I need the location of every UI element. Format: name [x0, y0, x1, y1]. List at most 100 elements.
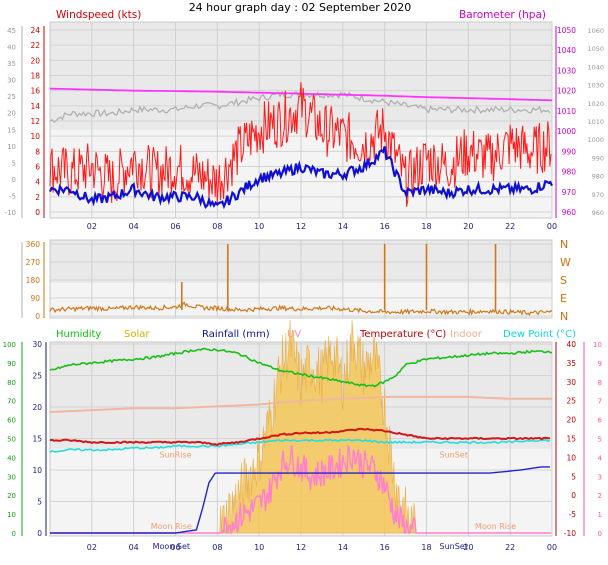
- temp-ytick: 0: [571, 491, 576, 500]
- compass-label: E: [560, 292, 567, 305]
- baro-ytick: 1020: [557, 87, 576, 96]
- wind-panel-xtick: 06: [170, 222, 180, 231]
- legend-item: Rainfall (mm): [202, 329, 270, 340]
- humidity-ytick: 100: [3, 341, 16, 349]
- dir-ytick: 90: [30, 294, 40, 303]
- temp-ytick: 15: [566, 435, 576, 444]
- humidity-ytick: 50: [7, 436, 16, 444]
- wind-ytick: 12: [30, 117, 40, 126]
- wind-outer-ytick: 35: [7, 60, 16, 68]
- wind-panel-xtick: 04: [129, 222, 139, 231]
- compass-label: S: [560, 274, 567, 287]
- humidity-ytick: 40: [7, 454, 16, 462]
- uv-ytick: 10: [593, 341, 602, 349]
- temp-ytick: 25: [566, 397, 576, 406]
- baro-outer-ytick: 1000: [587, 136, 604, 144]
- rain-ytick: 30: [32, 340, 42, 349]
- baro-outer-ytick: 980: [592, 173, 604, 181]
- temp-ytick: -5: [569, 510, 577, 519]
- wind-ytick: 8: [35, 147, 40, 156]
- baro-ytick: 1010: [557, 107, 576, 116]
- wind-ytick: 18: [30, 72, 40, 81]
- uv-ytick: 2: [598, 492, 602, 500]
- wind-ytick: 14: [30, 102, 40, 111]
- humidity-ytick: 90: [7, 360, 16, 368]
- wind-ytick: 16: [30, 87, 40, 96]
- wind-outer-ytick: -10: [5, 209, 16, 217]
- windavg-series-line: [49, 146, 553, 210]
- sun-moon-annotation: SunSet: [440, 542, 468, 551]
- baro-ytick: 990: [562, 147, 577, 156]
- baro-outer-ytick: 990: [592, 154, 604, 162]
- legend-item: Humidity: [56, 329, 101, 340]
- humidity-ytick: 10: [7, 511, 16, 519]
- baro-axis-label: Barometer (hpa): [459, 9, 546, 21]
- temp-panel-xtick: 08: [212, 543, 222, 552]
- temp-panel-xtick: 20: [463, 543, 473, 552]
- wind-ytick: 22: [30, 41, 40, 50]
- wind-panel-xtick: 10: [254, 222, 264, 231]
- temp-ytick: 30: [566, 378, 576, 387]
- temp-panel-xtick: 10: [254, 543, 264, 552]
- baro-ytick: 970: [562, 188, 577, 197]
- rain-ytick: 5: [37, 498, 42, 507]
- legend-item: Solar: [124, 329, 150, 340]
- temp-ytick: 40: [566, 340, 576, 349]
- baro-outer-ytick: 960: [592, 209, 604, 217]
- wind-panel-xtick: 00: [547, 222, 557, 231]
- baro-outer-ytick: 1010: [587, 118, 604, 126]
- temp-ytick: -10: [564, 529, 576, 538]
- wind-ytick: 24: [30, 26, 40, 35]
- rain-ytick: 0: [37, 529, 42, 538]
- legend-item: Dew Point (°C): [503, 329, 576, 340]
- uv-ytick: 0: [598, 530, 602, 538]
- humidity-series-line: [49, 347, 553, 388]
- uv-ytick: 4: [598, 454, 603, 462]
- temperature-series-line: [49, 427, 550, 446]
- temp-ytick: 5: [571, 472, 576, 481]
- baro-outer-ytick: 1060: [587, 27, 604, 35]
- temp-panel-xtick: 02: [87, 543, 97, 552]
- sun-moon-annotation: Moon Rise: [475, 522, 516, 531]
- wind-ytick: 4: [35, 178, 40, 187]
- compass-label: N: [560, 238, 568, 251]
- temp-panel-xtick: 00: [547, 543, 557, 552]
- wind-ytick: 2: [35, 193, 40, 202]
- uv-ytick: 7: [598, 398, 602, 406]
- baro-ytick: 980: [562, 168, 577, 177]
- wind-panel-xtick: 22: [505, 222, 515, 231]
- wind-outer-ytick: 20: [7, 110, 16, 118]
- uv-ytick: 3: [598, 473, 602, 481]
- legend-item: UV: [287, 329, 301, 340]
- uv-ytick: 5: [598, 436, 602, 444]
- wind-ytick: 6: [35, 163, 40, 172]
- uv-ytick: 6: [598, 417, 603, 425]
- wind-panel-xtick: 02: [87, 222, 97, 231]
- sun-moon-annotation: SunSet: [440, 450, 468, 459]
- humidity-ytick: 70: [7, 398, 16, 406]
- baro-ytick: 1040: [557, 46, 576, 55]
- humidity-ytick: 0: [12, 530, 16, 538]
- rainfall-series-line: [50, 466, 550, 534]
- indoor-series-line: [49, 395, 552, 413]
- humidity-ytick: 30: [7, 473, 16, 481]
- wind-ytick: 20: [30, 56, 40, 65]
- baro-ytick: 1030: [557, 66, 576, 75]
- wind-panel-xtick: 12: [296, 222, 306, 231]
- humidity-ytick: 20: [7, 492, 16, 500]
- wind-ytick: 10: [30, 132, 40, 141]
- wind-outer-ytick: 10: [7, 143, 16, 151]
- legend-item: Temperature (°C): [359, 329, 446, 340]
- wind-panel-xtick: 16: [380, 222, 390, 231]
- temp-ytick: 20: [566, 416, 576, 425]
- temp-panel-xtick: 18: [421, 543, 431, 552]
- humidity-ytick: 60: [7, 417, 16, 425]
- sun-moon-annotation: Moon Rise: [151, 522, 192, 531]
- dewpoint-series-line: [49, 438, 551, 454]
- temp-panel-xtick: 06: [170, 543, 180, 552]
- sun-moon-annotation: SunRise: [159, 450, 191, 459]
- rain-ytick: 10: [32, 466, 42, 475]
- compass-label: N: [560, 310, 568, 323]
- temp-panel-xtick: 12: [296, 543, 306, 552]
